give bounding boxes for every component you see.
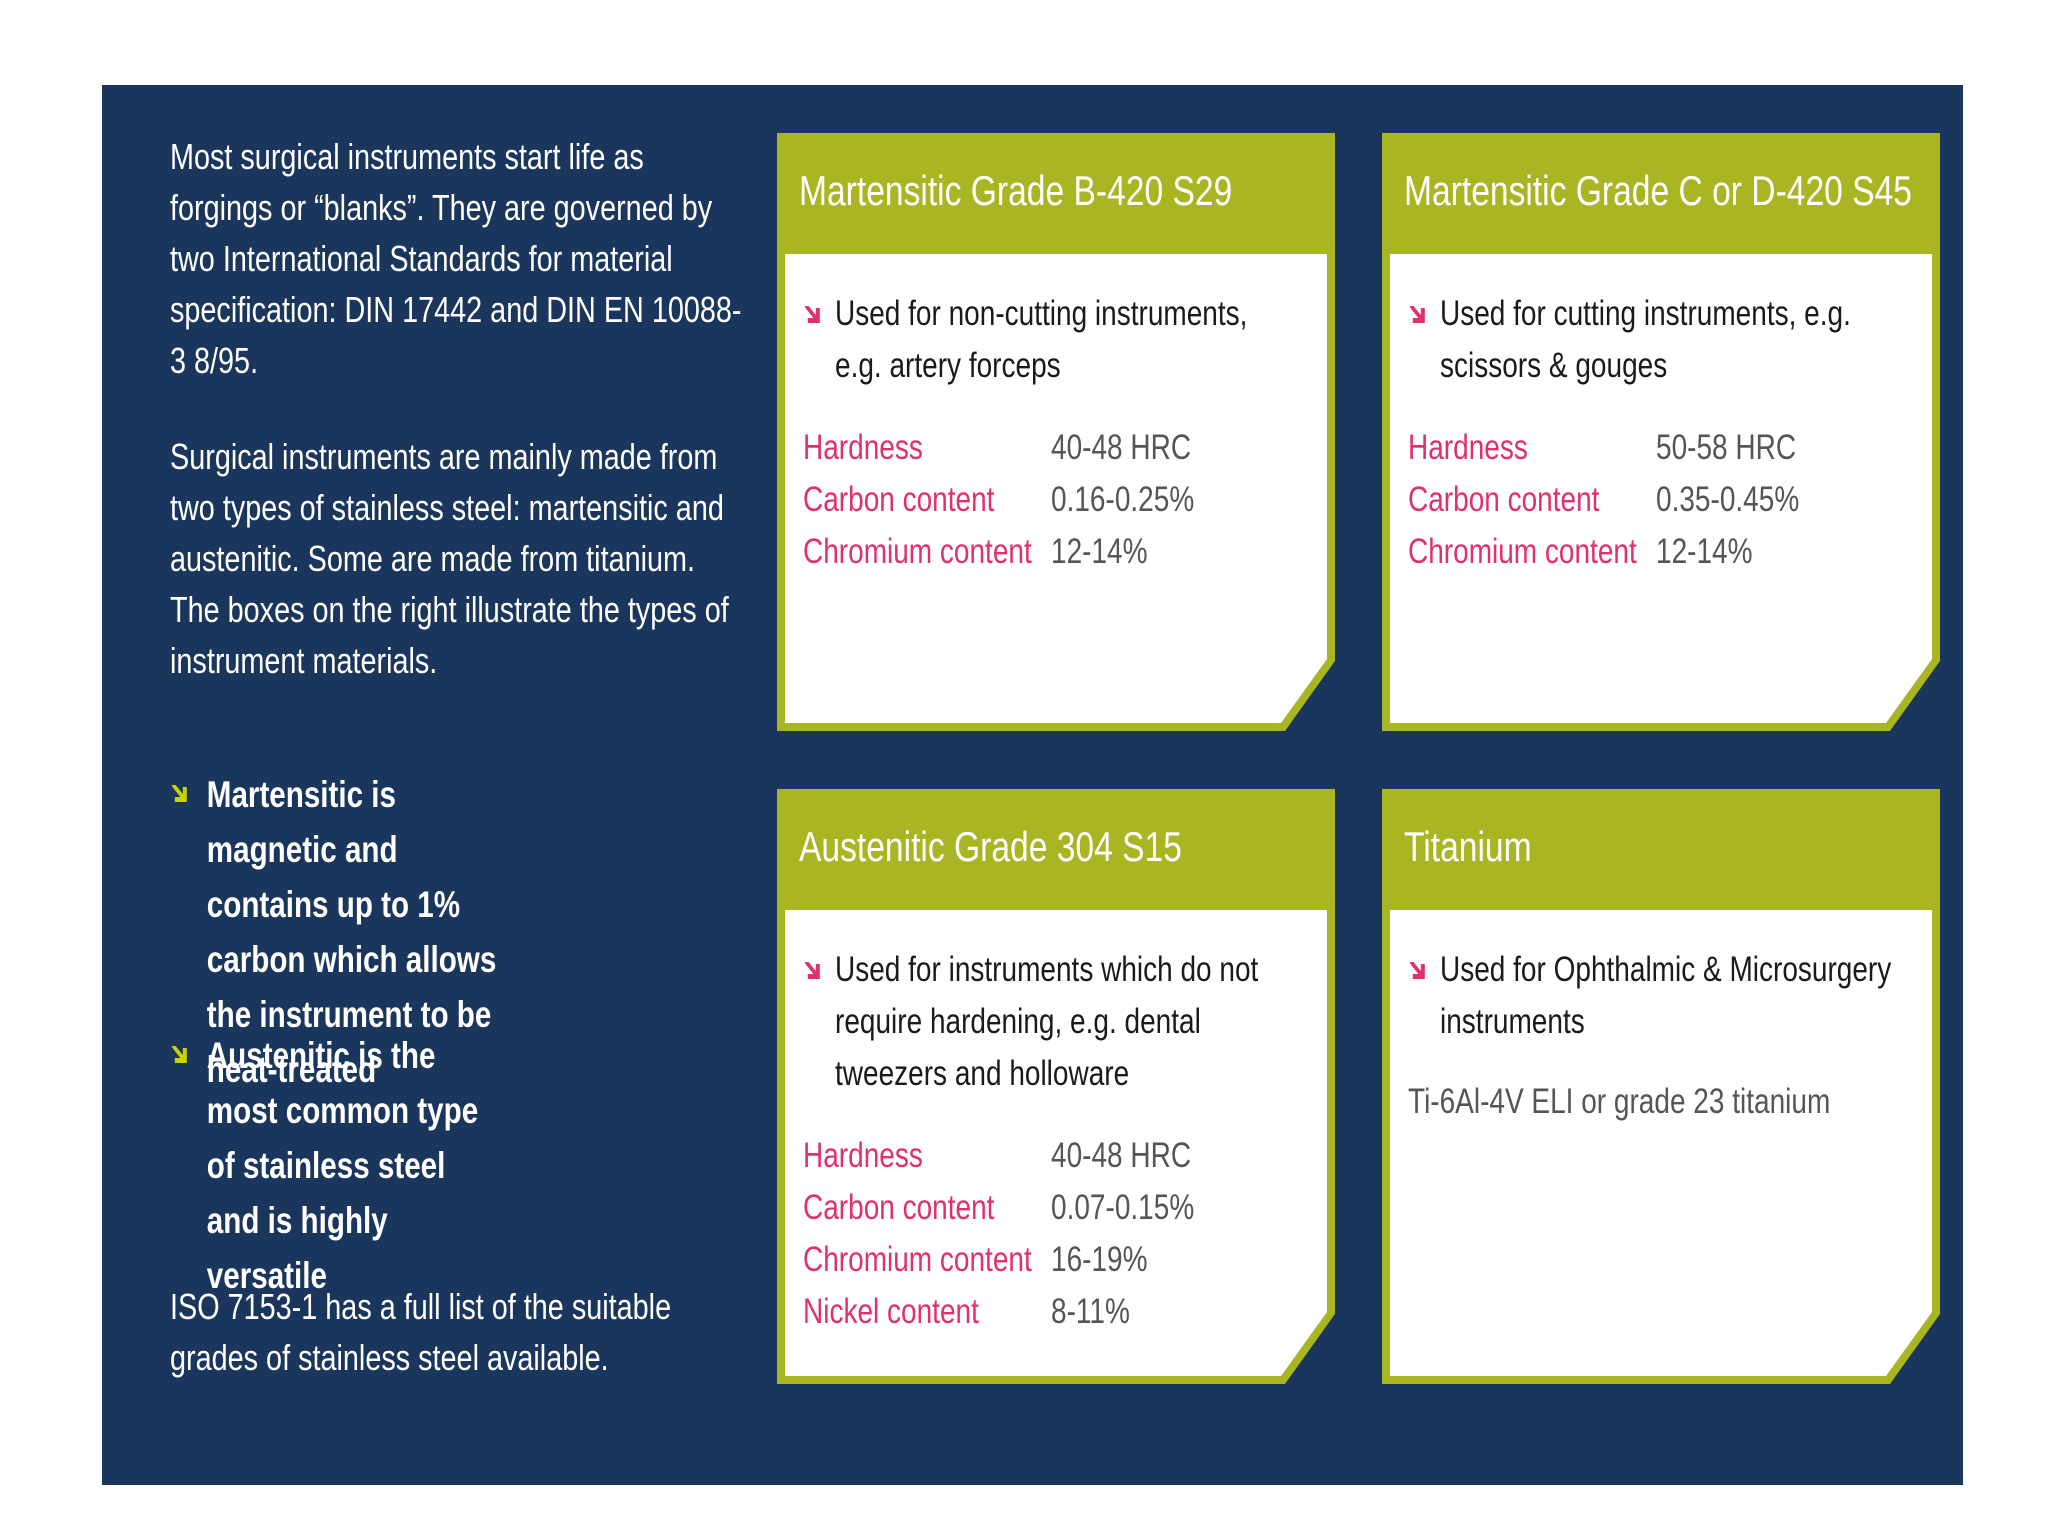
property-label: Carbon content [803,480,995,519]
card: Martensitic Grade B-420 S29 Used for non-… [777,133,1335,731]
note: Ti-6Al-4V ELI or grade 23 titanium [1408,1082,1831,1121]
use: Used for cutting instruments, e.g. sciss… [1408,288,1904,392]
card-title: Martensitic Grade B-420 S29 [799,167,1233,214]
footer-text: ISO 7153-1 has a full list of the suitab… [170,1286,672,1378]
bullet-icon [1408,302,1427,326]
property-value: 12-14% [1051,532,1148,571]
properties: Hardness 50-58 HRC Carbon content 0.35-0.45… [1408,422,1904,578]
card-title: Martensitic Grade C or D-420 S45 [1404,167,1912,214]
property-label: Nickel content [803,1292,979,1331]
card-content: Used for instruments which do not requir… [803,944,1299,1338]
use-text: Used for instruments which do not requir… [835,950,1259,1093]
footer: ISO 7153-1 has a full list of the suitab… [170,1281,746,1383]
card-title: Titanium [1404,823,1532,870]
property-label: Hardness [803,1136,923,1175]
card-header: Titanium [1382,789,1940,910]
property-value: 16-19% [1051,1240,1148,1279]
property-value: 40-48 HRC [1051,1136,1192,1175]
card-title: Austenitic Grade 304 S15 [799,823,1182,870]
card-body: Used for instruments which do not requir… [785,910,1327,1376]
card: Titanium Used for Ophthalmic & Microsurge… [1382,789,1940,1384]
property-value: 12-14% [1656,532,1753,571]
use-text: Used for cutting instruments, e.g. sciss… [1440,294,1851,385]
bullet-icon [1408,958,1427,982]
property-value: 0.16-0.25% [1051,480,1195,519]
property-value: 0.07-0.15% [1051,1188,1195,1227]
card-header: Martensitic Grade C or D-420 S45 [1382,133,1940,254]
property-label: Chromium content [803,1240,1032,1279]
bullet-icon [171,785,187,802]
card-body: Used for non-cutting instruments, e.g. a… [785,254,1327,723]
use-text: Used for Ophthalmic & Microsurgery instr… [1440,950,1892,1041]
card-content: Used for non-cutting instruments, e.g. a… [803,288,1299,578]
use: Used for Ophthalmic & Microsurgery instr… [1408,944,1904,1048]
bullet-text: Austenitic is the most common type of st… [206,1035,479,1296]
property-label: Carbon content [803,1188,995,1227]
property-label: Hardness [803,428,923,467]
intro: Most surgical instruments start life as … [170,131,746,386]
intro: Surgical instruments are mainly made fro… [170,431,746,686]
bullet: Austenitic is the most common type of st… [170,1028,506,1303]
bullet-icon [803,958,822,982]
property-label: Hardness [1408,428,1528,467]
bullet-icon [171,1046,187,1063]
use: Used for non-cutting instruments, e.g. a… [803,288,1299,392]
card-content: Used for cutting instruments, e.g. sciss… [1408,288,1904,578]
property-label: Carbon content [1408,480,1600,519]
use: Used for instruments which do not requir… [803,944,1299,1100]
bullet: Martensitic is magnetic and contains up … [170,767,506,1097]
property-label: Chromium content [1408,532,1637,571]
bullet-text: Martensitic is magnetic and contains up … [206,774,497,1090]
property-label: Chromium content [803,532,1032,571]
property-value: 40-48 HRC [1051,428,1192,467]
property-value: 8-11% [1051,1292,1130,1331]
card: Martensitic Grade C or D-420 S45 Used for… [1382,133,1940,731]
bullet-icon [803,302,822,326]
card: Austenitic Grade 304 S15 Used for instrum… [777,789,1335,1384]
paragraph: Surgical instruments are mainly made fro… [170,436,729,681]
card-header: Martensitic Grade B-420 S29 [777,133,1335,254]
card-content: Used for Ophthalmic & Microsurgery instr… [1408,944,1904,1128]
properties: Hardness 40-48 HRC Carbon content 0.16-0.25… [803,422,1299,578]
property-value: 50-58 HRC [1656,428,1797,467]
properties: Hardness 40-48 HRC Carbon content 0.07-0.15… [803,1130,1299,1338]
use-text: Used for non-cutting instruments, e.g. a… [835,294,1248,385]
card-body: Used for Ophthalmic & Microsurgery instr… [1390,910,1932,1376]
paragraph: Most surgical instruments start life as … [170,136,742,381]
property-value: 0.35-0.45% [1656,480,1800,519]
card-header: Austenitic Grade 304 S15 [777,789,1335,910]
card-body: Used for cutting instruments, e.g. sciss… [1390,254,1932,723]
